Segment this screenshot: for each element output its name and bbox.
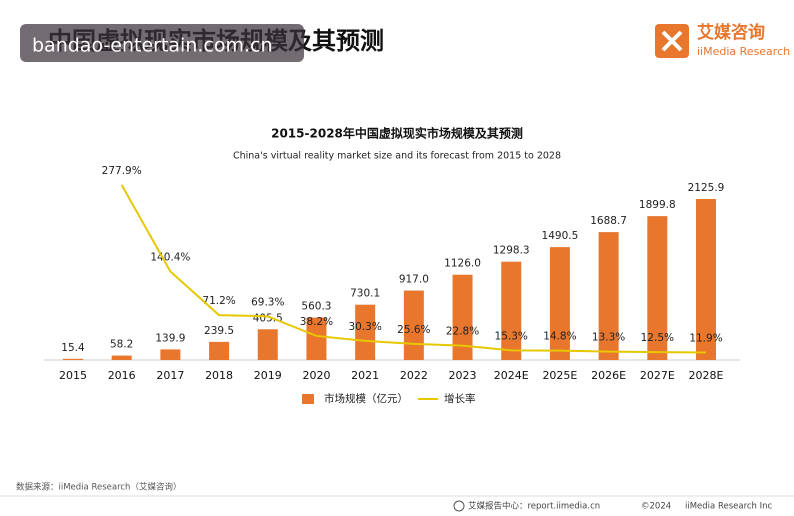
footer-copyright: ©2024 (641, 502, 671, 512)
x-tick-label: 2020 (302, 369, 330, 382)
bar-label: 1298.3 (493, 245, 530, 257)
bar (647, 216, 668, 360)
line-label: 11.9% (689, 333, 722, 345)
line-label: 140.4% (150, 252, 190, 264)
line-label: 25.6% (397, 324, 430, 336)
x-tick-label: 2019 (254, 369, 282, 382)
bar (452, 274, 473, 360)
x-tick-label: 2022 (400, 369, 428, 382)
bar (209, 341, 230, 360)
x-tick-label: 2025E (542, 369, 577, 382)
bar (111, 355, 132, 360)
legend-label: 市场规模（亿元） (324, 392, 408, 405)
bar (549, 247, 570, 360)
watermark: bandao-entertain.com.cn (32, 35, 273, 57)
line-label: 38.2% (300, 316, 333, 328)
x-tick-label: 2027E (640, 369, 675, 382)
bar-label: 730.1 (350, 288, 380, 300)
line-label: 13.3% (592, 332, 625, 344)
footer-center: 艾媒报告中心：report.iimedia.cn (468, 501, 600, 512)
bar-label: 560.3 (301, 301, 331, 313)
bar (598, 232, 619, 360)
bar (696, 199, 716, 360)
x-tick-label: 2016 (108, 369, 136, 382)
line-label: 22.8% (446, 326, 479, 338)
bar-label: 405.5 (253, 312, 283, 324)
bar-label: 58.2 (110, 339, 133, 351)
bar (160, 349, 181, 360)
logo-mark (661, 30, 683, 52)
line-label: 14.8% (543, 331, 576, 343)
chart-subtitle: China's virtual reality market size and … (233, 151, 561, 162)
bar-label: 1899.8 (639, 199, 676, 211)
legend-swatch (302, 394, 314, 404)
x-tick-label: 2028E (689, 369, 724, 382)
footer-icon (453, 500, 465, 512)
bar-label: 1490.5 (542, 230, 579, 242)
x-tick-label: 2018 (205, 369, 233, 382)
line-label: 69.3% (251, 296, 284, 308)
chart-title: 2015-2028年中国虚拟现实市场规模及其预测 (271, 126, 523, 141)
bar-label: 15.4 (61, 342, 85, 354)
source: 数据来源：iiMedia Research（艾媒咨询） (16, 482, 181, 493)
x-tick-label: 2017 (156, 369, 184, 382)
line-label: 71.2% (202, 295, 235, 307)
bar (355, 304, 376, 360)
bar-label: 239.5 (204, 325, 234, 337)
bar-label: 139.9 (155, 332, 185, 344)
footer-company: iiMedia Research Inc (685, 502, 773, 512)
bar-label: 1688.7 (590, 215, 627, 227)
legend-label: 增长率 (444, 392, 476, 405)
x-tick-label: 2021 (351, 369, 379, 382)
line-label: 277.9% (102, 165, 142, 177)
bar (306, 317, 327, 360)
bar-label: 2125.9 (688, 182, 725, 194)
x-tick-label: 2026E (591, 369, 626, 382)
line-label: 30.3% (348, 321, 381, 333)
bar-label: 917.0 (399, 274, 429, 286)
bar-label: 1126.0 (444, 258, 481, 270)
logo-en: iiMedia Research (697, 45, 790, 58)
line-label: 15.3% (495, 330, 528, 342)
x-tick-label: 2015 (59, 369, 87, 382)
bar (63, 358, 83, 360)
logo-cn: 艾媒咨询 (697, 22, 765, 43)
watermark-box (20, 24, 304, 62)
bar (257, 329, 278, 360)
bar (501, 261, 522, 360)
x-tick-label: 2023 (449, 369, 477, 382)
growth-line (120, 184, 707, 354)
x-tick-label: 2024E (494, 369, 529, 382)
line-label: 12.5% (641, 332, 674, 344)
